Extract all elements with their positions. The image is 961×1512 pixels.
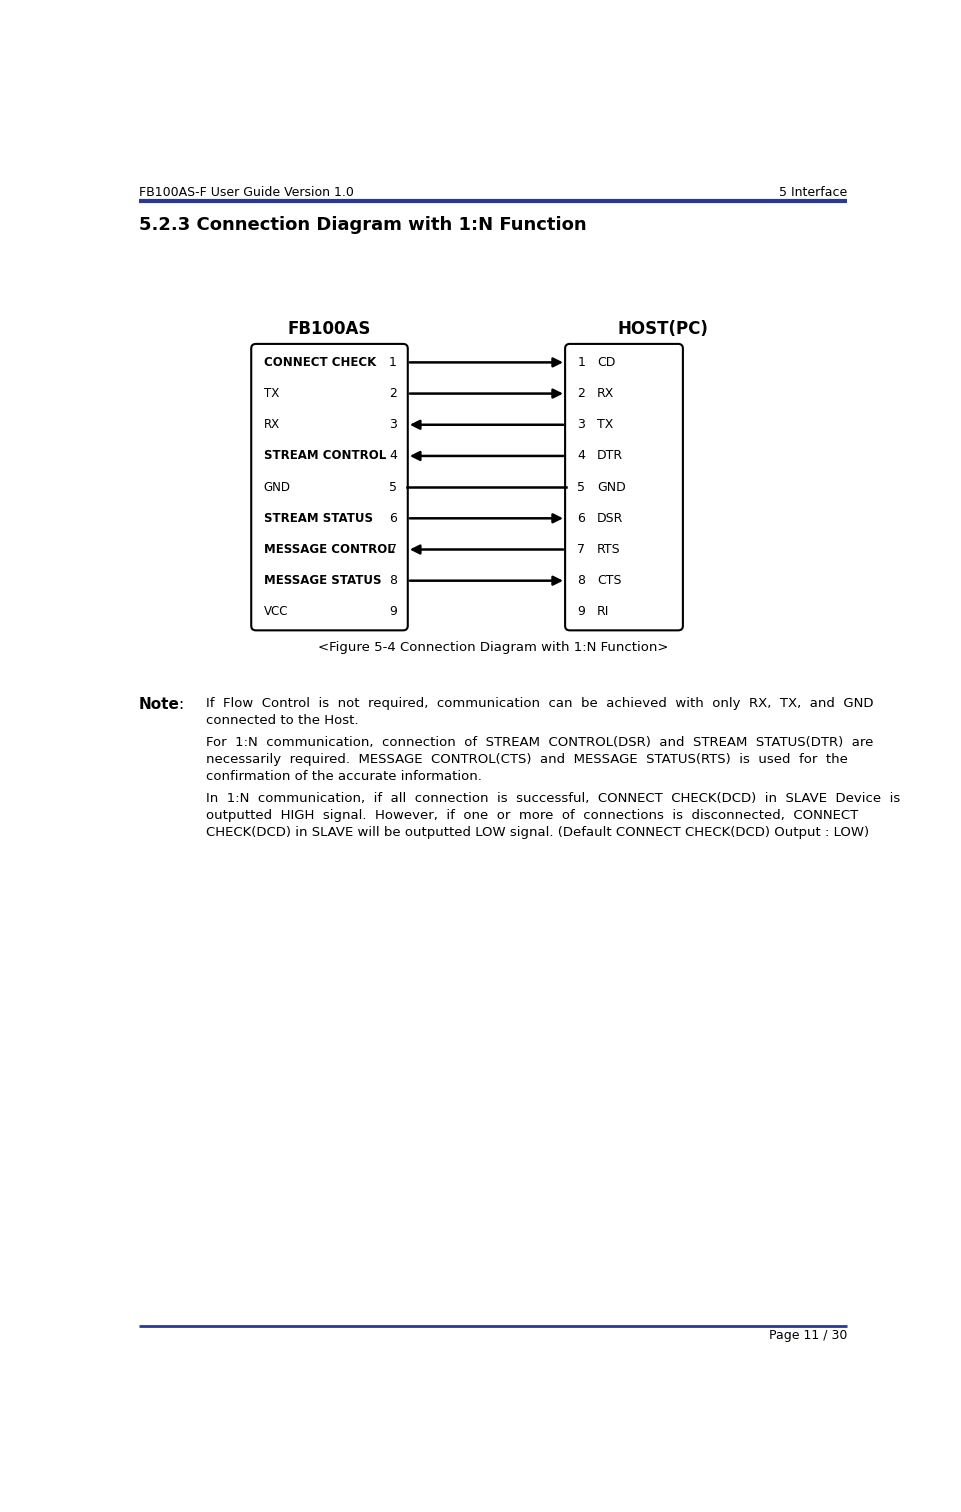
Text: CTS: CTS xyxy=(596,575,621,587)
Text: For  1:N  communication,  connection  of  STREAM  CONTROL(DSR)  and  STREAM  STA: For 1:N communication, connection of STR… xyxy=(206,736,872,750)
Text: RX: RX xyxy=(596,387,614,401)
Text: 8: 8 xyxy=(388,575,397,587)
Text: In  1:N  communication,  if  all  connection  is  successful,  CONNECT  CHECK(DC: In 1:N communication, if all connection … xyxy=(206,792,899,806)
Text: STREAM CONTROL: STREAM CONTROL xyxy=(263,449,385,463)
Text: 3: 3 xyxy=(577,419,584,431)
Text: 5: 5 xyxy=(577,481,585,493)
Text: 3: 3 xyxy=(388,419,397,431)
Text: MESSAGE STATUS: MESSAGE STATUS xyxy=(263,575,381,587)
Text: HOST(PC): HOST(PC) xyxy=(617,321,707,339)
Text: 7: 7 xyxy=(388,543,397,556)
Text: STREAM STATUS: STREAM STATUS xyxy=(263,513,372,525)
Text: 9: 9 xyxy=(388,605,397,618)
Text: <Figure 5-4 Connection Diagram with 1:N Function>: <Figure 5-4 Connection Diagram with 1:N … xyxy=(317,641,668,653)
Text: 9: 9 xyxy=(577,605,584,618)
Text: GND: GND xyxy=(596,481,625,493)
Text: 5.2.3 Connection Diagram with 1:N Function: 5.2.3 Connection Diagram with 1:N Functi… xyxy=(138,216,586,234)
Text: CHECK(DCD) in SLAVE will be outputted LOW signal. (Default CONNECT CHECK(DCD) Ou: CHECK(DCD) in SLAVE will be outputted LO… xyxy=(206,826,868,839)
Text: 7: 7 xyxy=(577,543,585,556)
FancyBboxPatch shape xyxy=(564,343,682,631)
Text: FB100AS-F User Guide Version 1.0: FB100AS-F User Guide Version 1.0 xyxy=(138,186,354,200)
Text: 2: 2 xyxy=(577,387,584,401)
Text: VCC: VCC xyxy=(263,605,288,618)
Text: connected to the Host.: connected to the Host. xyxy=(206,714,357,727)
Text: 5 Interface: 5 Interface xyxy=(778,186,847,200)
FancyBboxPatch shape xyxy=(251,343,407,631)
Text: CONNECT CHECK: CONNECT CHECK xyxy=(263,355,376,369)
Text: outputted  HIGH  signal.  However,  if  one  or  more  of  connections  is  disc: outputted HIGH signal. However, if one o… xyxy=(206,809,857,823)
Text: 1: 1 xyxy=(577,355,584,369)
Text: 2: 2 xyxy=(388,387,397,401)
Text: FB100AS: FB100AS xyxy=(287,321,371,339)
Text: CD: CD xyxy=(596,355,615,369)
Text: 5: 5 xyxy=(388,481,397,493)
Text: 8: 8 xyxy=(577,575,585,587)
Text: GND: GND xyxy=(263,481,290,493)
Text: 6: 6 xyxy=(577,513,584,525)
Text: DTR: DTR xyxy=(596,449,623,463)
Text: necessarily  required.  MESSAGE  CONTROL(CTS)  and  MESSAGE  STATUS(RTS)  is  us: necessarily required. MESSAGE CONTROL(CT… xyxy=(206,753,847,767)
Text: confirmation of the accurate information.: confirmation of the accurate information… xyxy=(206,770,480,783)
Text: MESSAGE CONTROL: MESSAGE CONTROL xyxy=(263,543,394,556)
Text: 1: 1 xyxy=(388,355,397,369)
Text: 4: 4 xyxy=(577,449,584,463)
Text: RX: RX xyxy=(263,419,280,431)
Text: DSR: DSR xyxy=(596,513,623,525)
Text: If  Flow  Control  is  not  required,  communication  can  be  achieved  with  o: If Flow Control is not required, communi… xyxy=(206,697,872,711)
Text: TX: TX xyxy=(596,419,612,431)
Text: RI: RI xyxy=(596,605,608,618)
Text: 6: 6 xyxy=(388,513,397,525)
Text: :: : xyxy=(178,697,184,712)
Text: Note: Note xyxy=(138,697,180,712)
Text: 4: 4 xyxy=(388,449,397,463)
Text: TX: TX xyxy=(263,387,279,401)
Text: RTS: RTS xyxy=(596,543,620,556)
Text: Page 11 / 30: Page 11 / 30 xyxy=(768,1329,847,1343)
